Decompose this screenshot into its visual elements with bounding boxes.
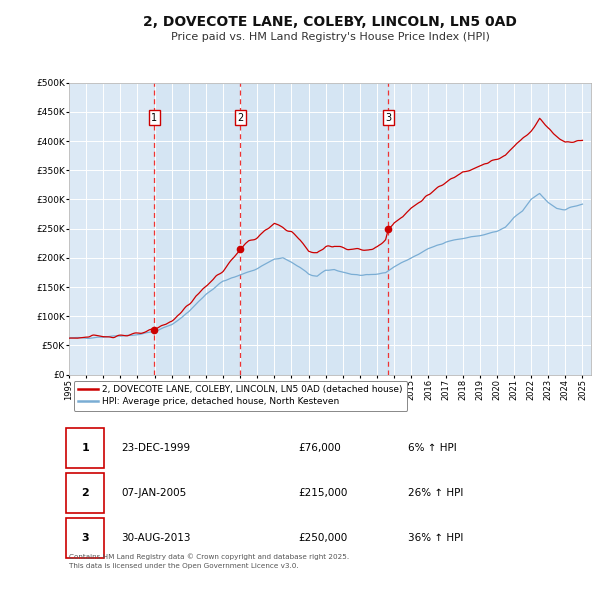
Text: 2: 2	[238, 113, 244, 123]
Text: £250,000: £250,000	[299, 533, 348, 543]
Text: Price paid vs. HM Land Registry's House Price Index (HPI): Price paid vs. HM Land Registry's House …	[170, 32, 490, 42]
Text: £76,000: £76,000	[299, 443, 341, 453]
Text: 26% ↑ HPI: 26% ↑ HPI	[409, 489, 464, 498]
Text: 2: 2	[82, 489, 89, 498]
Bar	[241, 83, 388, 375]
Text: 6% ↑ HPI: 6% ↑ HPI	[409, 443, 457, 453]
Text: 1: 1	[151, 113, 157, 123]
Text: 30-AUG-2013: 30-AUG-2013	[121, 533, 191, 543]
Text: 07-JAN-2005: 07-JAN-2005	[121, 489, 187, 498]
Text: £215,000: £215,000	[299, 489, 348, 498]
Text: 1: 1	[82, 443, 89, 453]
Text: 23-DEC-1999: 23-DEC-1999	[121, 443, 190, 453]
Text: 36% ↑ HPI: 36% ↑ HPI	[409, 533, 464, 543]
Text: 3: 3	[82, 533, 89, 543]
FancyBboxPatch shape	[67, 473, 104, 513]
Text: 3: 3	[385, 113, 391, 123]
FancyBboxPatch shape	[67, 428, 104, 468]
Text: 2, DOVECOTE LANE, COLEBY, LINCOLN, LN5 0AD: 2, DOVECOTE LANE, COLEBY, LINCOLN, LN5 0…	[143, 15, 517, 30]
FancyBboxPatch shape	[67, 519, 104, 558]
Legend: 2, DOVECOTE LANE, COLEBY, LINCOLN, LN5 0AD (detached house), HPI: Average price,: 2, DOVECOTE LANE, COLEBY, LINCOLN, LN5 0…	[74, 381, 407, 411]
Text: Contains HM Land Registry data © Crown copyright and database right 2025.
This d: Contains HM Land Registry data © Crown c…	[69, 553, 349, 569]
Bar	[154, 83, 241, 375]
